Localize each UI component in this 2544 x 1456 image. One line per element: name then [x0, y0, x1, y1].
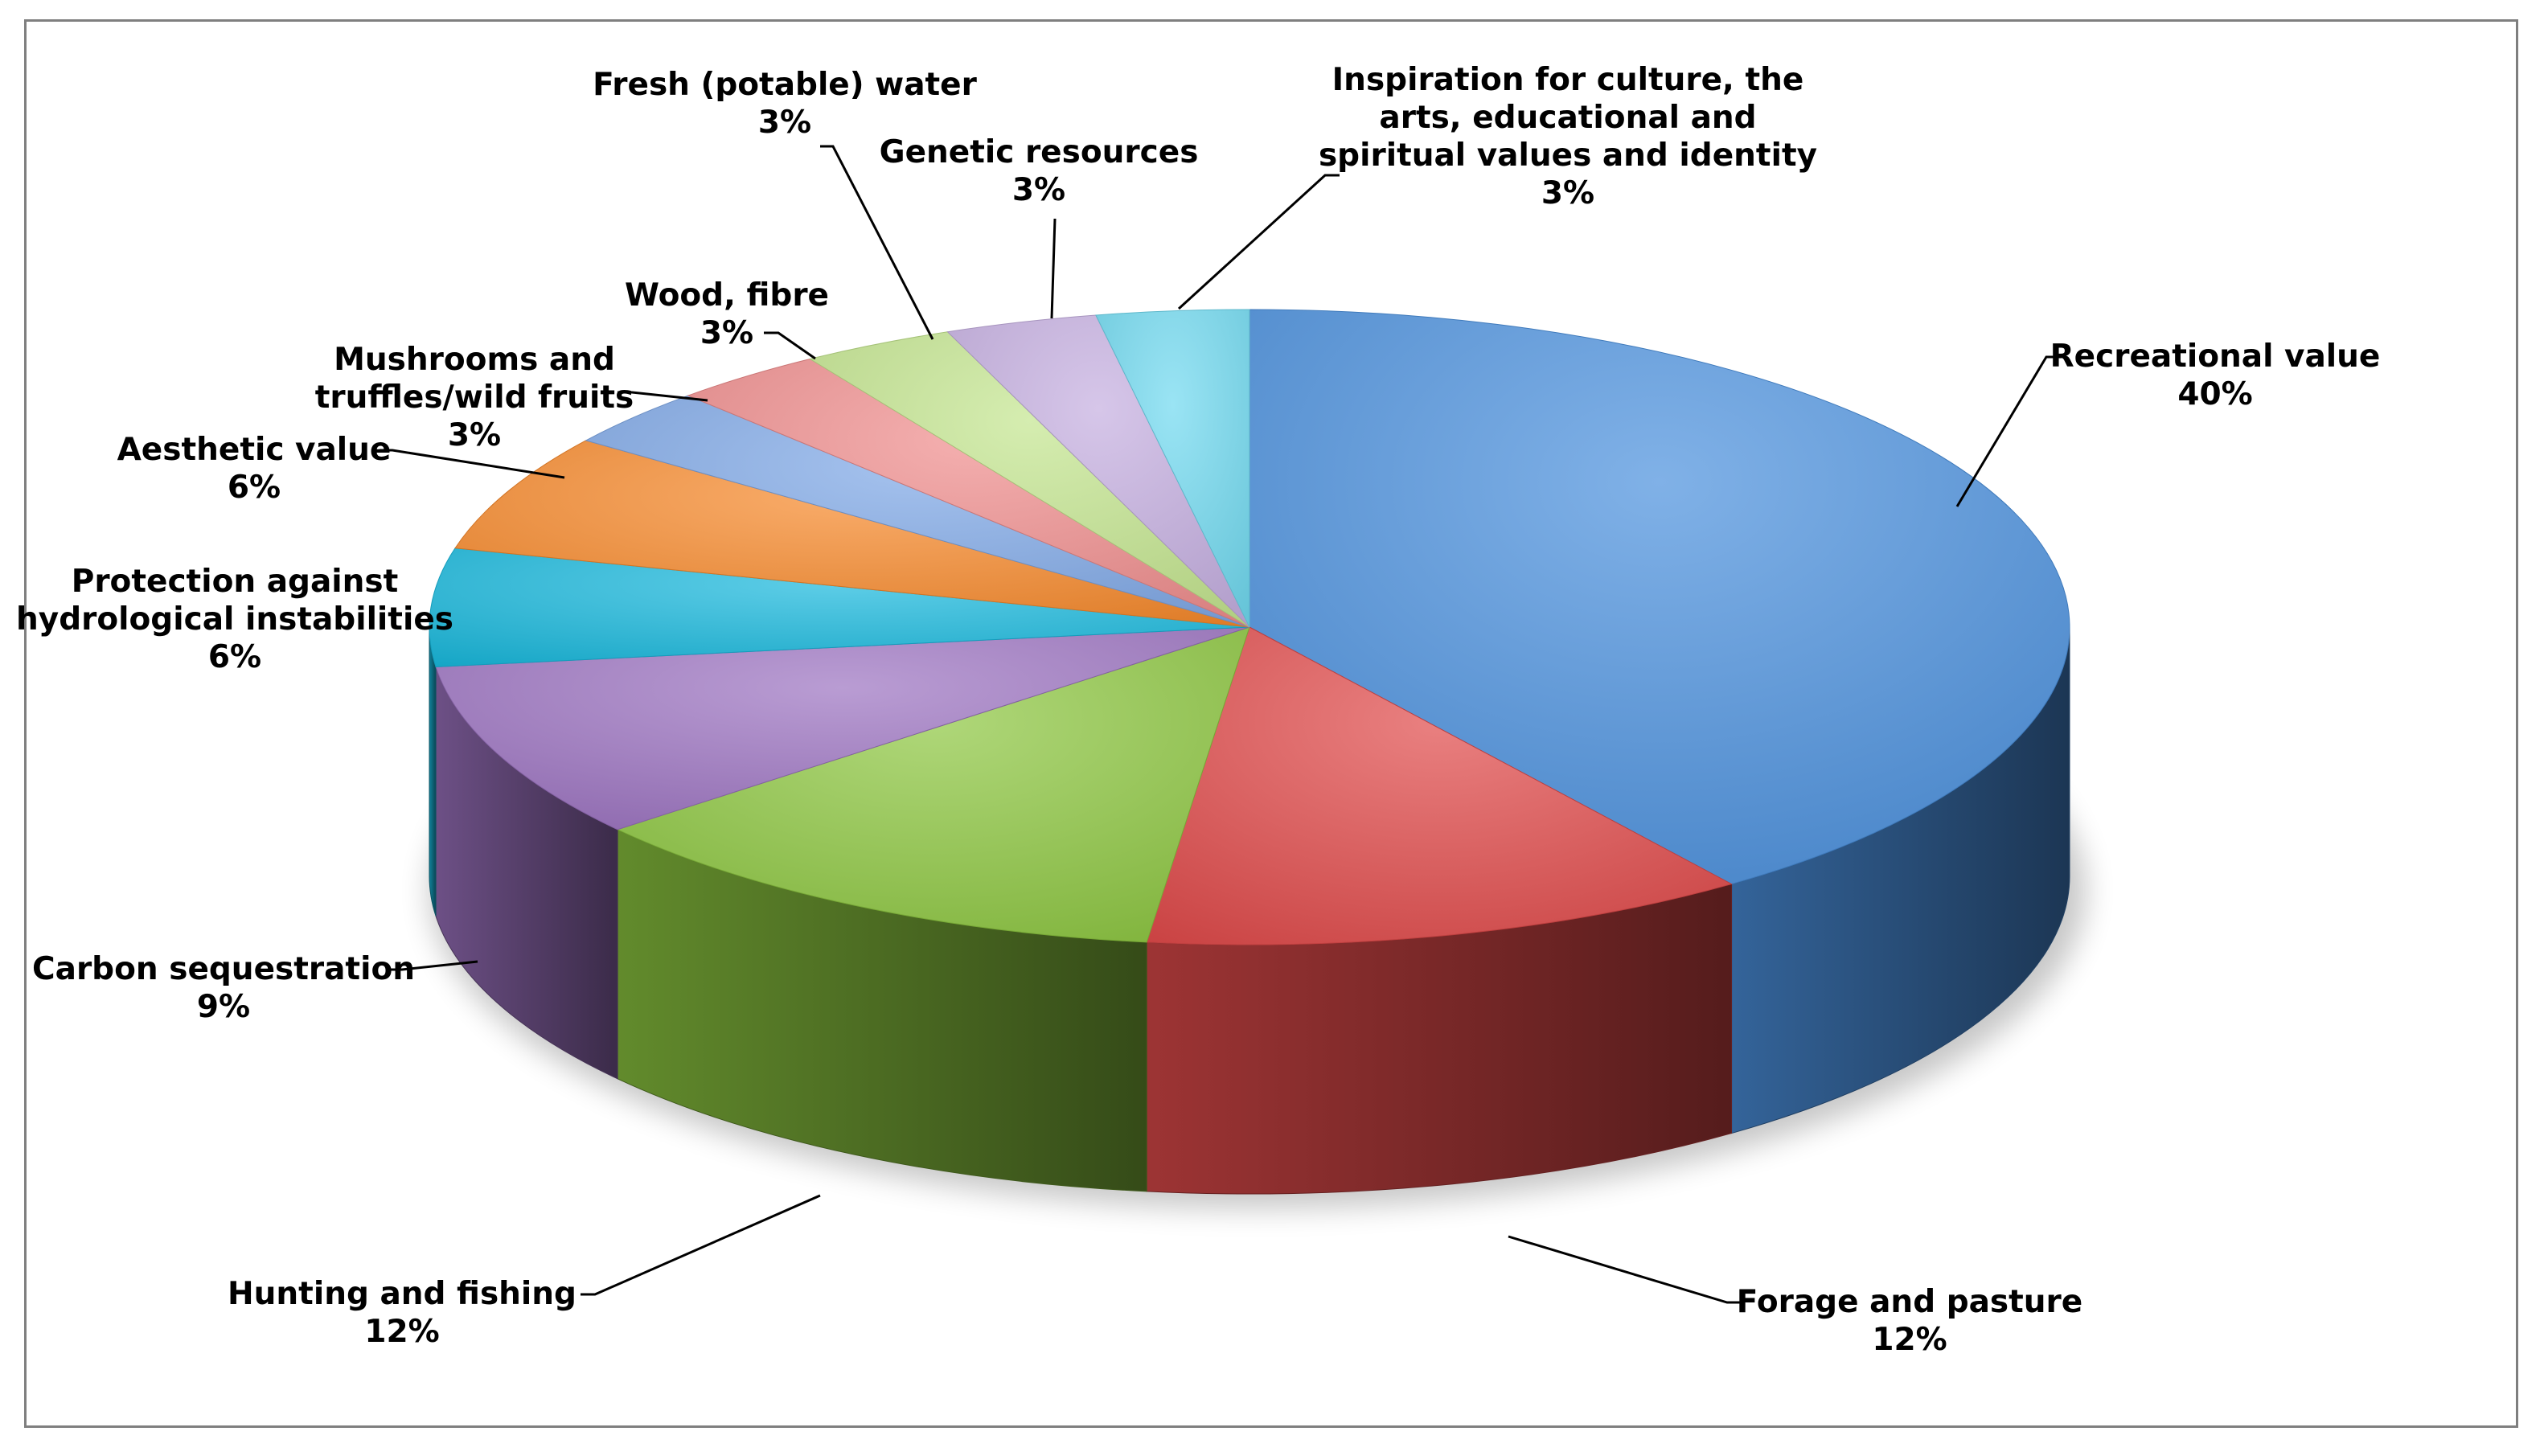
slice-value-fresh-potable-water: 3% [758, 105, 811, 141]
pie-slice-forage-and-pasture [1146, 626, 1733, 945]
leader-line-forage-and-pasture [1508, 1235, 1742, 1304]
leader-line-genetic-resources [1050, 218, 1057, 319]
leader-line-fresh-potable-water [820, 145, 934, 340]
pie-slice-protection-against-hydrological-instabilities [429, 548, 1250, 668]
leader-line-carbon-sequestration [389, 960, 478, 971]
leader-line-hunting-and-fishing [581, 1194, 821, 1296]
slice-label-forage-and-pasture: Forage and pasture 12% [1737, 1284, 2082, 1358]
slice-value-hunting-and-fishing: 12% [364, 1314, 439, 1350]
pie-slice-hunting-and-fishing [616, 626, 1250, 943]
slice-value-carbon-sequestration: 9% [197, 989, 250, 1025]
slice-value-forage-and-pasture: 12% [1872, 1322, 1947, 1358]
leader-line-recreational-value [1955, 355, 2062, 507]
slice-label-mushrooms-and-truffles-wild-fruits: Mushrooms and truffles/wild fruits 3% [315, 342, 634, 453]
slice-label-recreational-value: Recreational value 40% [2050, 338, 2381, 412]
pie-top-layer [429, 309, 2070, 945]
slice-label-aesthetic-value: Aesthetic value 6% [117, 432, 392, 506]
pie-side-protection-against-hydrological-instabilities [429, 626, 437, 917]
leader-line-wood-fibre [764, 331, 816, 360]
leader-line-mushrooms-and-truffles-wild-fruits [618, 391, 708, 402]
leader-lines [380, 145, 2062, 1304]
slice-labels: Recreational value 40% Forage and pasture 1… [16, 62, 2380, 1358]
pie-slice-recreational-value [1249, 309, 2070, 885]
slice-value-mushrooms-and-truffles-wild-fruits: 3% [448, 417, 501, 453]
pie-slice-inspiration-for-culture-the-arts-educational-and-spiritual-values-and-identity [1095, 309, 1250, 628]
slice-value-aesthetic-value: 6% [228, 470, 281, 506]
pie-slice-carbon-sequestration [435, 626, 1250, 831]
slice-label-genetic-resources: Genetic resources 3% [880, 134, 1199, 208]
slice-value-inspiration-for-culture-the-arts-educational-and-spiritual-values-and-identity: 3% [1541, 175, 1594, 211]
slice-label-wood-fibre: Wood, fibre 3% [625, 277, 829, 351]
slice-value-protection-against-hydrological-instabilities: 6% [208, 639, 261, 675]
slice-label-inspiration-for-culture-the-arts-educational-and-spiritual-values-and-identity: Inspiration for culture, the arts, educat… [1319, 62, 1817, 211]
slice-value-recreational-value: 40% [2177, 376, 2252, 412]
slice-label-protection-against-hydrological-instabilities: Protection against hydrological instabili… [16, 564, 453, 675]
slice-label-carbon-sequestration: Carbon sequestration 9% [32, 951, 415, 1025]
leader-line-inspiration-for-culture-the-arts-educational-and-spiritual-values-and-identity [1177, 174, 1340, 310]
slice-label-hunting-and-fishing: Hunting and fishing 12% [228, 1276, 577, 1350]
slice-label-fresh-potable-water: Fresh (potable) water 3% [593, 67, 977, 141]
slice-value-genetic-resources: 3% [1012, 172, 1065, 208]
slice-value-wood-fibre: 3% [700, 315, 753, 351]
leader-line-aesthetic-value [380, 449, 565, 479]
pie-slice-aesthetic-value [454, 440, 1250, 628]
